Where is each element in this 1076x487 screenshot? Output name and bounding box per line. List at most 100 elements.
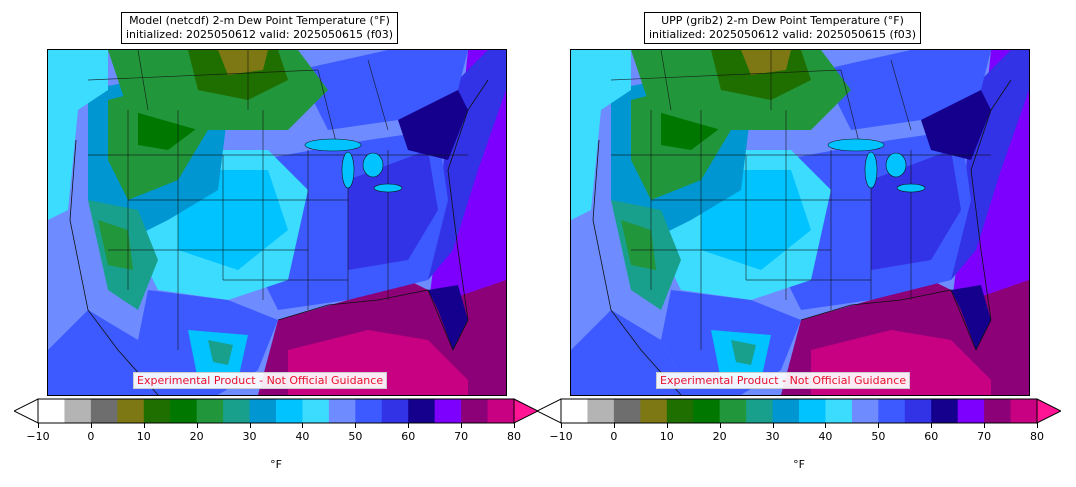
- colorbar-tick-mark: [90, 423, 92, 428]
- colorbar-segment: [408, 399, 436, 423]
- panel-1-colorbar: [12, 398, 540, 424]
- colorbar-segment: [666, 399, 694, 423]
- colorbar-tick-mark: [561, 423, 562, 428]
- colorbar-segment: [693, 399, 721, 423]
- colorbar-segment: [878, 399, 906, 423]
- panel-2-colorbar-unit: °F: [793, 458, 805, 471]
- colorbar-tick-mark: [514, 423, 515, 428]
- lake-huron: [362, 152, 384, 178]
- colorbar-tick-label: −10: [549, 430, 573, 443]
- colorbar-segment: [904, 399, 932, 423]
- colorbar-segment: [799, 399, 826, 423]
- colorbar-tick-mark: [666, 423, 668, 428]
- panel-1-title: Model (netcdf) 2-m Dew Point Temperature…: [121, 12, 398, 44]
- panel-2-colorbar: [535, 398, 1063, 424]
- colorbar-segment: [170, 399, 198, 423]
- panel-2-watermark: Experimental Product - Not Official Guid…: [656, 372, 911, 389]
- colorbar-tick-label: 50: [871, 430, 886, 443]
- colorbar-segment: [719, 399, 747, 423]
- colorbar-tick-mark: [461, 423, 463, 428]
- colorbar-tick-label: −10: [26, 430, 50, 443]
- boundary-line: [317, 69, 339, 151]
- panel-2-map[interactable]: [570, 49, 1030, 396]
- colorbar-tick-mark: [984, 423, 986, 428]
- colorbar-under-extension: [12, 398, 39, 424]
- canada-east-blue: [821, 50, 991, 130]
- florida-navy: [428, 285, 468, 350]
- colorbar-segment: [931, 399, 959, 423]
- colorbar-tick-label: 40: [818, 430, 833, 443]
- colorbar-tick-mark: [613, 423, 615, 428]
- colorbar-under-extension: [535, 398, 562, 424]
- colorbar-tick-label: 50: [348, 430, 363, 443]
- colorbar-segment: [64, 399, 92, 423]
- colorbar-tick-mark: [196, 423, 198, 428]
- colorbar-tick-label: 20: [712, 430, 727, 443]
- lake-michigan: [341, 151, 355, 189]
- colorbar-segment: [276, 399, 303, 423]
- panel-1-title-line1: Model (netcdf) 2-m Dew Point Temperature…: [129, 14, 390, 27]
- colorbar-segment: [561, 399, 588, 423]
- colorbar-segment: [117, 399, 145, 423]
- colorbar-tick-mark: [408, 423, 410, 428]
- lake-superior: [304, 138, 362, 152]
- colorbar-segment: [90, 399, 118, 423]
- colorbar-segment: [851, 399, 879, 423]
- mexico-teal: [208, 340, 233, 365]
- colorbar-tick-label: 30: [765, 430, 780, 443]
- colorbar-tick-mark: [355, 423, 357, 428]
- colorbar-tick-label: 40: [295, 430, 310, 443]
- colorbar-tick-mark: [772, 423, 774, 428]
- colorbar-tick-label: 30: [242, 430, 257, 443]
- colorbar-over-extension: [1036, 398, 1063, 424]
- panel-2-title-line1: UPP (grib2) 2-m Dew Point Temperature (°…: [661, 14, 904, 27]
- colorbar-tick-label: 0: [610, 430, 618, 443]
- colorbar-segment: [772, 399, 800, 423]
- northwest-cyan: [571, 50, 631, 130]
- coastline-east: [277, 79, 489, 351]
- panel-1-map[interactable]: [47, 49, 507, 396]
- colorbar-segment: [587, 399, 615, 423]
- panel-1-watermark: Experimental Product - Not Official Guid…: [133, 372, 388, 389]
- pacific-coast-band: [48, 110, 78, 220]
- colorbar-tick-label: 10: [659, 430, 674, 443]
- colorbar-segment: [223, 399, 251, 423]
- great-basin-green: [98, 220, 133, 270]
- boundary-line: [660, 50, 672, 111]
- lake-huron: [885, 152, 907, 178]
- pacific-coast-band: [571, 110, 601, 220]
- colorbar-segment: [434, 399, 462, 423]
- boundary-line: [890, 59, 912, 131]
- coastline-west: [592, 139, 682, 395]
- colorbar-tick-mark: [302, 423, 304, 428]
- colorbar-segment: [984, 399, 1012, 423]
- colorbar-tick-label: 60: [924, 430, 939, 443]
- colorbar-tick-label: 60: [401, 430, 416, 443]
- boundary-line: [137, 50, 149, 111]
- colorbar-tick-mark: [1037, 423, 1038, 428]
- colorbar-tick-label: 80: [1030, 430, 1044, 443]
- lake-erie: [896, 183, 926, 193]
- colorbar-over-extension: [513, 398, 540, 424]
- boundary-line: [87, 69, 319, 81]
- colorbar-segment: [355, 399, 383, 423]
- colorbar-segment: [328, 399, 356, 423]
- boundary-line: [367, 59, 389, 131]
- colorbar-tick-mark: [825, 423, 827, 428]
- coastline-east: [800, 79, 1012, 351]
- colorbar-segment: [957, 399, 985, 423]
- colorbar-tick-label: 10: [136, 430, 151, 443]
- colorbar-segment: [461, 399, 489, 423]
- panel-2-title: UPP (grib2) 2-m Dew Point Temperature (°…: [644, 12, 921, 44]
- colorbar-segment: [487, 399, 515, 423]
- lake-superior: [827, 138, 885, 152]
- lake-michigan: [864, 151, 878, 189]
- colorbar-tick-mark: [249, 423, 251, 428]
- colorbar-segment: [249, 399, 277, 423]
- colorbar-tick-mark: [931, 423, 933, 428]
- colorbar-tick-label: 70: [977, 430, 992, 443]
- colorbar-tick-mark: [38, 423, 39, 428]
- colorbar-segment: [143, 399, 171, 423]
- northwest-cyan: [48, 50, 108, 130]
- colorbar-tick-label: 0: [87, 430, 95, 443]
